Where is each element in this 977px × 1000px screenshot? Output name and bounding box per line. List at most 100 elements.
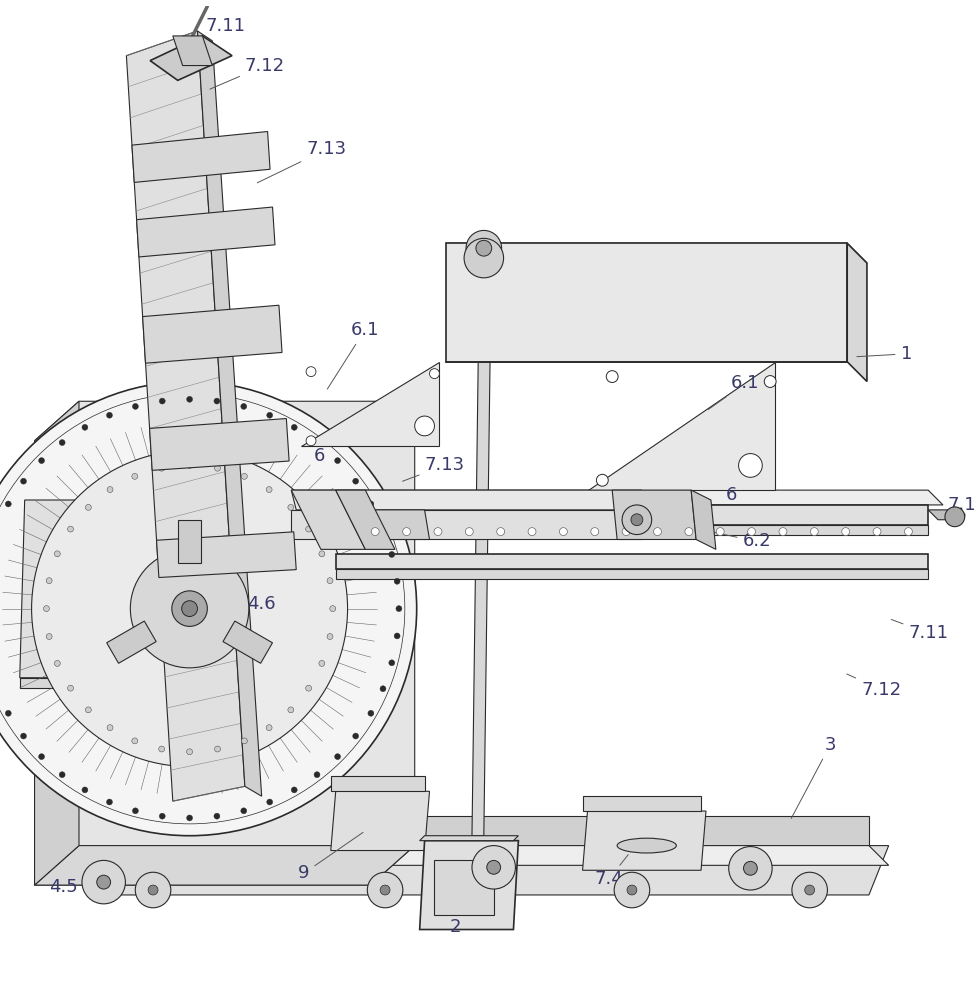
Circle shape <box>319 660 324 666</box>
Text: 7.4: 7.4 <box>594 855 627 888</box>
Polygon shape <box>223 621 273 663</box>
Circle shape <box>132 738 138 744</box>
Polygon shape <box>197 31 262 796</box>
Polygon shape <box>335 569 927 579</box>
Polygon shape <box>173 36 212 66</box>
Circle shape <box>106 412 112 418</box>
Polygon shape <box>99 816 868 846</box>
Text: 6.2: 6.2 <box>387 417 423 446</box>
Circle shape <box>367 710 373 716</box>
Circle shape <box>240 403 246 409</box>
Text: 7.13: 7.13 <box>257 140 346 183</box>
Polygon shape <box>178 520 201 563</box>
Circle shape <box>464 238 503 278</box>
Circle shape <box>182 601 197 617</box>
Circle shape <box>67 685 73 691</box>
Text: 7.11: 7.11 <box>890 619 948 642</box>
Circle shape <box>306 436 316 446</box>
Polygon shape <box>34 401 79 885</box>
Polygon shape <box>582 811 705 870</box>
Polygon shape <box>99 846 888 865</box>
Circle shape <box>21 733 26 739</box>
Polygon shape <box>335 525 927 535</box>
Circle shape <box>5 710 12 716</box>
Circle shape <box>394 633 400 639</box>
Circle shape <box>715 528 723 536</box>
Circle shape <box>67 526 73 532</box>
Circle shape <box>38 458 45 464</box>
Circle shape <box>559 528 567 536</box>
Circle shape <box>43 606 49 612</box>
Circle shape <box>135 872 171 908</box>
Circle shape <box>266 487 272 493</box>
Circle shape <box>187 396 192 402</box>
Polygon shape <box>446 243 846 362</box>
Circle shape <box>187 749 192 755</box>
Circle shape <box>804 885 814 895</box>
Text: 6: 6 <box>725 486 737 504</box>
Polygon shape <box>99 846 888 895</box>
Ellipse shape <box>616 838 676 853</box>
Text: 7.12: 7.12 <box>210 57 284 89</box>
Circle shape <box>132 473 138 479</box>
Circle shape <box>266 725 272 731</box>
Polygon shape <box>582 796 701 811</box>
Circle shape <box>528 528 535 536</box>
Circle shape <box>159 813 165 819</box>
Bar <box>434 860 493 915</box>
Circle shape <box>214 398 220 404</box>
Circle shape <box>82 860 125 904</box>
Circle shape <box>329 606 335 612</box>
Circle shape <box>630 514 642 526</box>
Circle shape <box>132 403 138 409</box>
Polygon shape <box>846 243 866 382</box>
Polygon shape <box>472 233 491 836</box>
Circle shape <box>158 746 164 752</box>
Circle shape <box>60 772 65 778</box>
Circle shape <box>371 528 379 536</box>
Polygon shape <box>419 836 518 841</box>
Text: 4.5: 4.5 <box>49 878 78 896</box>
Circle shape <box>904 528 912 536</box>
Circle shape <box>291 787 297 793</box>
Circle shape <box>626 885 636 895</box>
Polygon shape <box>291 490 646 510</box>
Circle shape <box>334 754 340 760</box>
Circle shape <box>434 528 442 536</box>
Circle shape <box>944 507 963 527</box>
Circle shape <box>38 754 45 760</box>
Circle shape <box>606 371 617 382</box>
Circle shape <box>267 799 273 805</box>
Text: 6.2: 6.2 <box>703 530 770 550</box>
Polygon shape <box>291 510 641 539</box>
Polygon shape <box>335 554 927 569</box>
Text: 1: 1 <box>856 345 911 363</box>
Circle shape <box>465 528 473 536</box>
Text: 7.11: 7.11 <box>185 17 245 49</box>
Circle shape <box>389 551 395 557</box>
Circle shape <box>319 551 324 557</box>
Circle shape <box>314 440 319 446</box>
Text: 3: 3 <box>790 736 835 818</box>
Polygon shape <box>691 490 715 549</box>
Polygon shape <box>106 621 156 663</box>
Text: 2: 2 <box>448 909 461 936</box>
Circle shape <box>353 478 359 484</box>
Circle shape <box>380 526 386 531</box>
Circle shape <box>106 725 113 731</box>
Circle shape <box>334 458 340 464</box>
Polygon shape <box>149 36 232 80</box>
Circle shape <box>46 578 52 584</box>
Circle shape <box>810 528 818 536</box>
Circle shape <box>841 528 849 536</box>
Circle shape <box>55 660 61 666</box>
Circle shape <box>85 504 91 510</box>
Circle shape <box>403 528 410 536</box>
Circle shape <box>590 528 598 536</box>
Circle shape <box>5 501 12 507</box>
Circle shape <box>132 808 138 814</box>
Polygon shape <box>335 490 942 505</box>
Circle shape <box>187 815 192 821</box>
Polygon shape <box>132 132 270 182</box>
Circle shape <box>746 528 755 536</box>
